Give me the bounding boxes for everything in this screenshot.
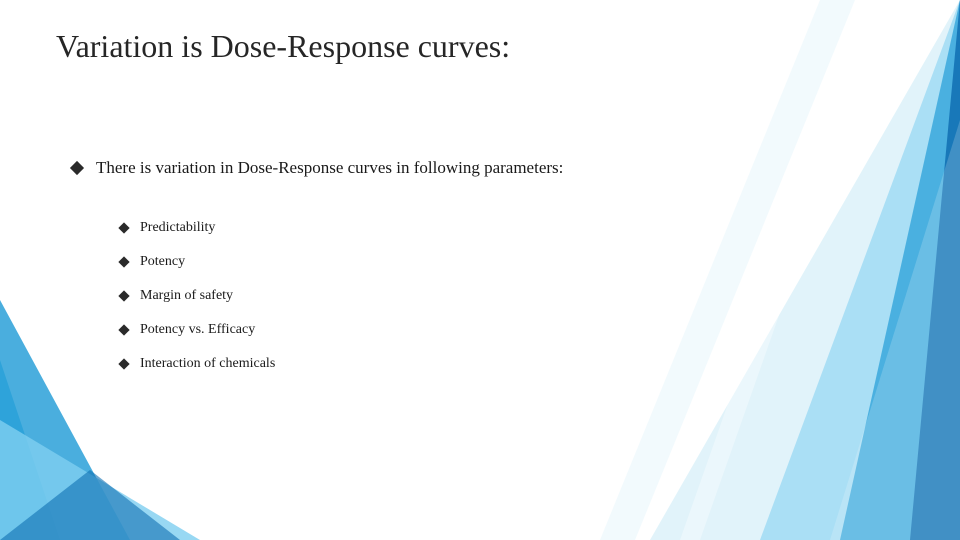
- diamond-bullet-icon: [118, 256, 129, 267]
- sub-bullet-list: Predictability Potency Margin of safety …: [120, 220, 275, 390]
- diamond-bullet-icon: [118, 222, 129, 233]
- main-bullet: There is variation in Dose-Response curv…: [72, 158, 563, 178]
- sub-bullet-text: Predictability: [140, 220, 215, 236]
- list-item: Potency: [120, 254, 275, 270]
- main-bullet-text: There is variation in Dose-Response curv…: [96, 158, 563, 178]
- list-item: Predictability: [120, 220, 275, 236]
- list-item: Potency vs. Efficacy: [120, 322, 275, 338]
- list-item: Interaction of chemicals: [120, 356, 275, 372]
- sub-bullet-text: Potency: [140, 254, 185, 270]
- diamond-bullet-icon: [70, 161, 84, 175]
- list-item: Margin of safety: [120, 288, 275, 304]
- sub-bullet-text: Interaction of chemicals: [140, 356, 275, 372]
- slide-title: Variation is Dose-Response curves:: [56, 28, 510, 65]
- diamond-bullet-icon: [118, 324, 129, 335]
- diamond-bullet-icon: [118, 290, 129, 301]
- diamond-bullet-icon: [118, 358, 129, 369]
- sub-bullet-text: Potency vs. Efficacy: [140, 322, 255, 338]
- slide-container: Variation is Dose-Response curves: There…: [0, 0, 960, 540]
- sub-bullet-text: Margin of safety: [140, 288, 233, 304]
